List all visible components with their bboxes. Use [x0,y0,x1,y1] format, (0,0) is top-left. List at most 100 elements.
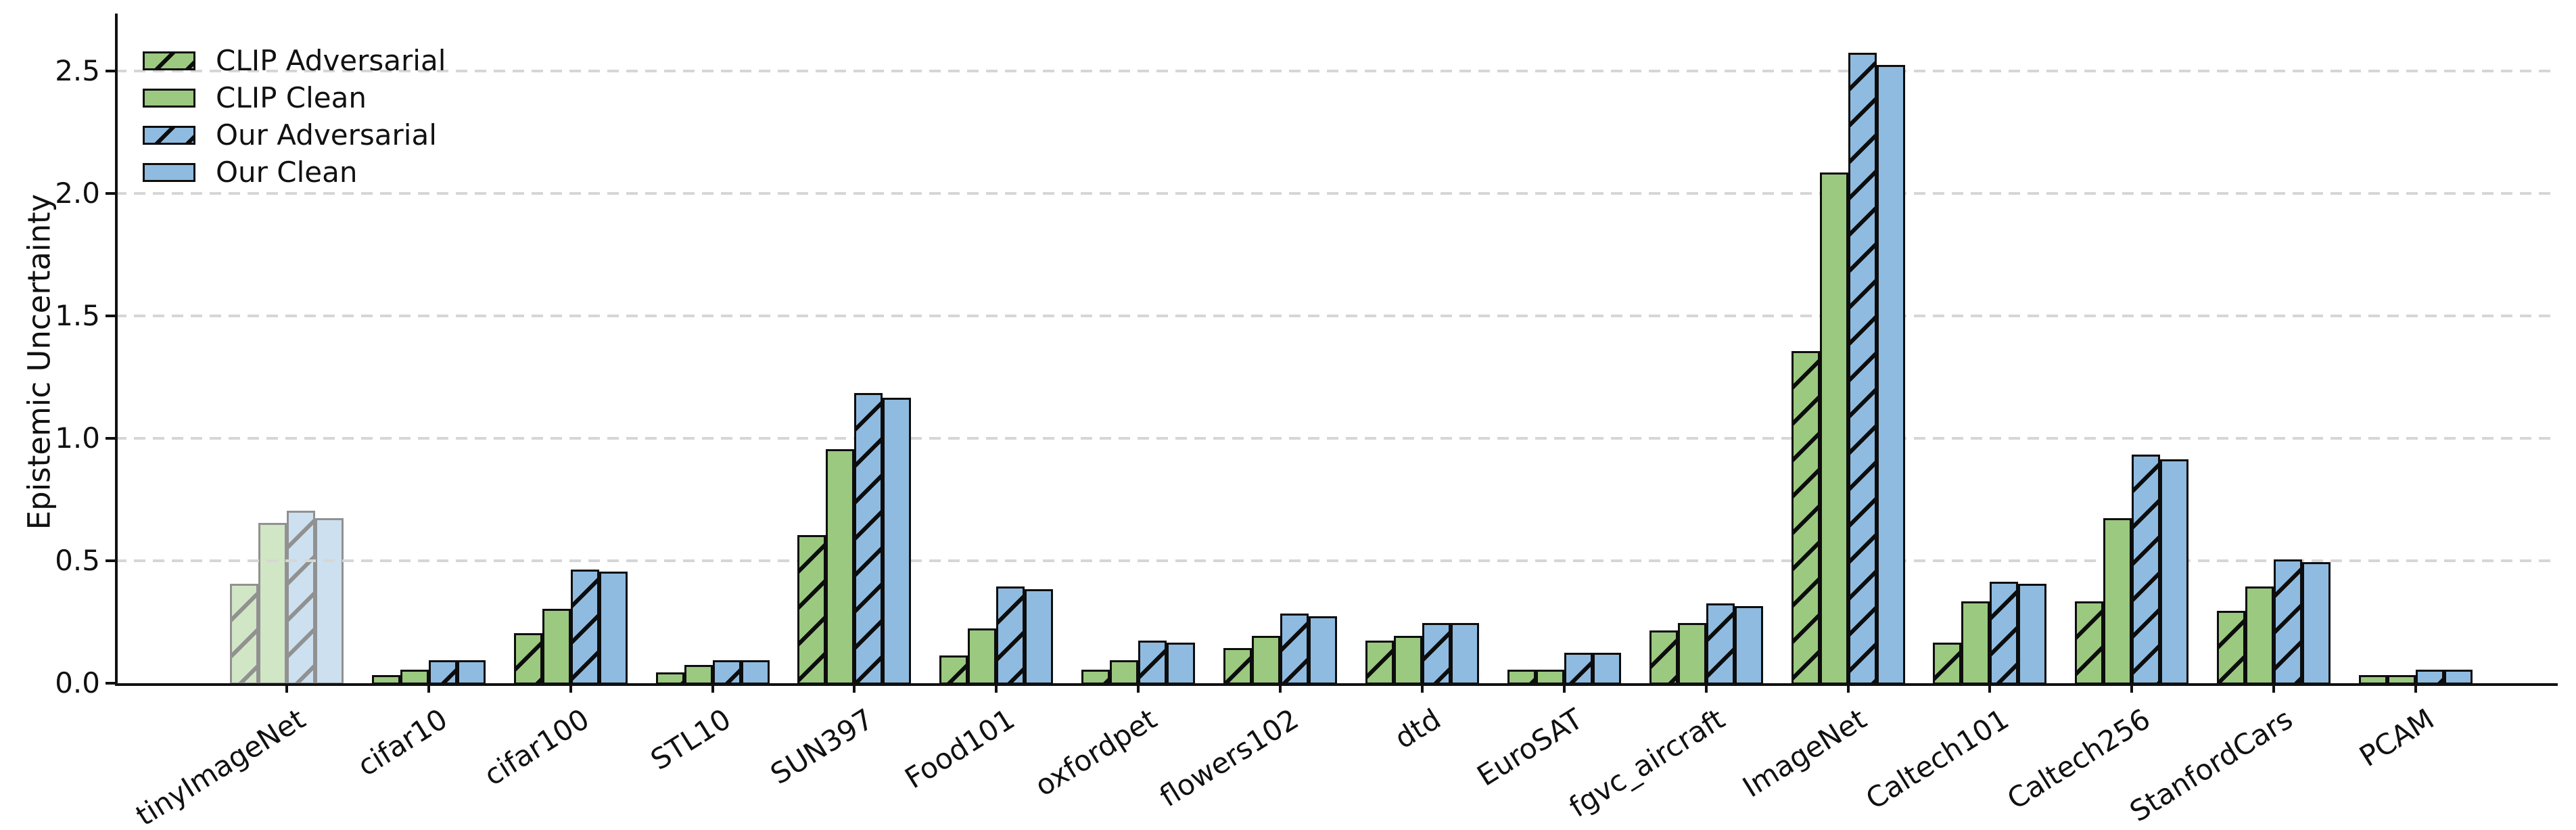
legend-label: CLIP Adversarial [216,44,446,77]
legend-item-clip-adversarial: CLIP Adversarial [143,42,446,79]
y-tick [106,682,115,685]
bar-Food101-clip-clean [968,628,997,685]
x-tick [285,683,288,693]
bar-cifar100-clip-clean [542,608,571,685]
x-tick-label: STL10 [645,702,737,777]
x-tick [1420,683,1424,693]
legend-item-our-clean: Our Clean [143,154,446,191]
gridline [115,559,2558,562]
bar-Food101-clip-adversarial [939,655,968,685]
y-tick [106,69,115,72]
bar-ImageNet-clip-adversarial [1791,351,1820,685]
bar-flowers102-clip-clean [1252,635,1281,685]
bar-Caltech256-clip-adversarial [2075,601,2104,685]
bar-STL10-clip-clean [684,665,713,685]
bar-Caltech101-clip-clean [1961,601,1990,685]
bar-oxfordpet-clip-adversarial [1081,670,1110,685]
y-tick-label: 1.5 [55,298,100,332]
x-tick [1562,683,1566,693]
x-tick-label: cifar10 [352,702,453,783]
legend-swatch-clip-clean [143,88,195,108]
x-tick [1704,683,1708,693]
y-axis-label: Epistemic Uncertainty [21,193,57,530]
bar-ImageNet-clip-clean [1819,172,1848,685]
bar-STL10-our-adversarial [712,660,741,685]
x-tick-label: flowers102 [1154,702,1305,814]
bar-oxfordpet-our-adversarial [1138,640,1167,685]
gridline [115,191,2558,195]
bar-STL10-our-clean [741,660,770,685]
bar-Food101-our-clean [1025,589,1054,685]
x-tick [2414,683,2418,693]
x-tick-label: Food101 [899,702,1021,796]
x-tick-label: dtd [1388,702,1447,756]
x-tick [1279,683,1282,693]
legend-label: CLIP Clean [216,81,367,114]
bar-Caltech256-our-clean [2160,459,2189,685]
bar-SUN397-our-clean [883,398,912,685]
bar-PCAM-our-clean [2444,670,2473,685]
x-axis-spine [115,683,2558,686]
x-tick [1846,683,1850,693]
y-axis-spine [115,14,118,686]
legend-item-our-adversarial: Our Adversarial [143,116,446,154]
bar-cifar10-our-adversarial [428,660,457,685]
bar-Caltech101-our-adversarial [1990,581,2019,685]
x-tick [2272,683,2276,693]
x-tick [853,683,856,693]
legend-swatch-clip-adversarial [143,51,195,70]
bar-EuroSAT-clip-clean [1535,670,1564,685]
bar-SUN397-our-adversarial [854,392,883,685]
y-tick-label: 2.5 [55,53,100,87]
bar-dtd-clip-adversarial [1365,640,1394,685]
legend-item-clip-clean: CLIP Clean [143,79,446,116]
x-tick-label: oxfordpet [1029,702,1163,803]
bar-Caltech256-clip-clean [2103,517,2132,685]
x-tick-label: PCAM [2353,702,2441,773]
x-tick-label: cifar100 [478,702,595,793]
bar-PCAM-our-adversarial [2416,670,2445,685]
x-tick-label: fgvc_aircraft [1563,702,1731,824]
x-tick [711,683,714,693]
x-tick-label: tinyImageNet [130,702,311,830]
bar-cifar100-our-adversarial [570,569,599,685]
bar-STL10-clip-adversarial [655,672,684,685]
y-tick-label: 0.5 [55,543,100,577]
bar-Caltech256-our-adversarial [2132,454,2161,685]
gridline [115,436,2558,440]
bar-dtd-our-clean [1450,623,1479,685]
bar-oxfordpet-clip-clean [1110,660,1139,685]
x-tick [995,683,998,693]
x-tick-label: EuroSAT [1471,702,1589,793]
bar-StanfordCars-clip-adversarial [2217,611,2246,685]
y-tick-label: 1.0 [55,421,100,455]
gridline [115,314,2558,317]
bar-flowers102-our-clean [1309,616,1338,685]
bar-tinyImageNet-our-adversarial [287,510,315,685]
legend: CLIP Adversarial CLIP Clean Our Adversar… [143,42,446,191]
bar-SUN397-clip-adversarial [797,535,826,685]
y-tick-label: 0.0 [55,666,100,699]
legend-swatch-our-adversarial [143,125,195,145]
bar-dtd-our-adversarial [1422,623,1451,685]
bar-EuroSAT-our-adversarial [1564,652,1593,685]
legend-label: Our Clean [216,156,358,189]
bar-fgvc_aircraft-clip-clean [1677,623,1706,685]
x-tick [569,683,572,693]
y-tick [106,436,115,440]
bar-cifar10-our-clean [456,660,486,685]
x-tick [1137,683,1140,693]
bar-ImageNet-our-adversarial [1848,52,1877,685]
y-tick [106,559,115,562]
y-tick [106,191,115,195]
bar-oxfordpet-our-clean [1167,643,1196,685]
gridline [115,69,2558,72]
bar-fgvc_aircraft-our-clean [1734,606,1763,685]
legend-label: Our Adversarial [216,118,437,152]
legend-swatch-our-clean [143,162,195,182]
bar-tinyImageNet-clip-clean [258,522,287,685]
bar-StanfordCars-our-adversarial [2274,559,2303,685]
x-tick [1988,683,1992,693]
bar-tinyImageNet-clip-adversarial [230,584,258,685]
